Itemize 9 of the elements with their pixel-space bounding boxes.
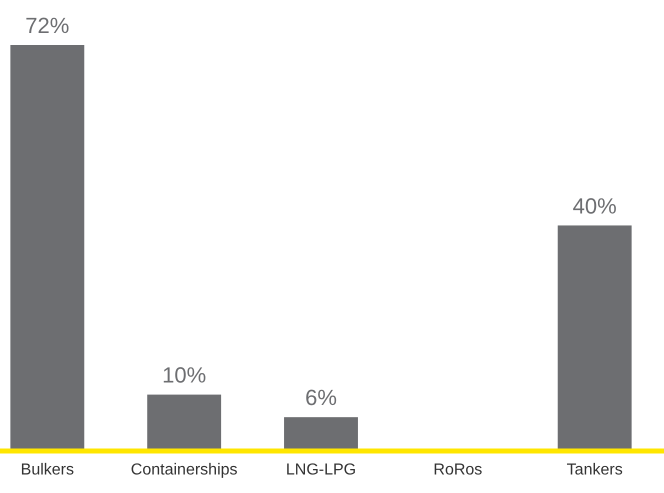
x-tick-label: RoRos bbox=[433, 461, 482, 478]
data-label: 40% bbox=[572, 193, 617, 218]
x-tick-label: LNG-LPG bbox=[286, 461, 356, 478]
data-label: 6% bbox=[305, 385, 337, 410]
data-label: 10% bbox=[162, 362, 206, 388]
x-tick-label: Containerships bbox=[130, 461, 238, 478]
x-tick-label: Bulkers bbox=[20, 461, 74, 478]
x-tick-label: Tankers bbox=[566, 461, 623, 478]
data-label: 72% bbox=[25, 13, 70, 38]
